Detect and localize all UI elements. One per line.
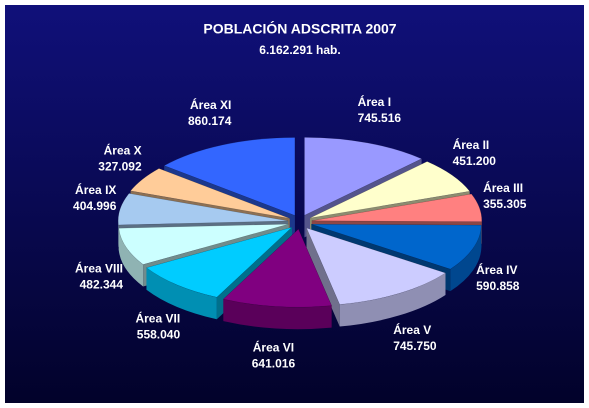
slice-label: Área II — [453, 137, 490, 152]
slice-value: 451.200 — [453, 154, 497, 168]
slice — [145, 227, 293, 298]
slice — [311, 193, 483, 222]
slice-side — [339, 272, 446, 327]
slice-label: Área III — [483, 180, 523, 195]
slice-value: 745.516 — [358, 111, 402, 125]
slice-label: Área X — [104, 142, 142, 157]
slice-side — [118, 228, 144, 287]
slice-wall — [306, 228, 340, 327]
slice-value: 860.174 — [188, 114, 232, 128]
slice-value: 404.996 — [73, 199, 117, 213]
slice-value: 590.858 — [476, 279, 520, 293]
slice — [306, 227, 447, 305]
slice — [163, 137, 296, 216]
slice-label: Área IX — [75, 182, 116, 197]
slice-label: Área VIII — [75, 260, 123, 275]
slice — [311, 223, 482, 270]
slice — [130, 168, 290, 219]
pie-tops — [117, 137, 483, 308]
slice-side — [223, 299, 332, 330]
slice-value: 482.344 — [80, 277, 124, 291]
slice-value: 745.750 — [393, 339, 437, 353]
slice-label: Área IV — [476, 262, 517, 277]
slice-label: Área VI — [253, 339, 294, 354]
slice — [309, 161, 471, 219]
slice — [222, 228, 332, 308]
chart-subtitle: 6.162.291 hab. — [259, 43, 340, 57]
slice-label: Área V — [393, 322, 431, 337]
slice-value: 327.092 — [98, 159, 142, 173]
slice-label: Área XI — [190, 97, 231, 112]
slice-label: Área I — [358, 94, 391, 109]
slice — [118, 223, 289, 265]
slice-side — [146, 267, 217, 320]
slice-value: 558.040 — [137, 328, 181, 342]
slice — [117, 193, 289, 226]
labels: Área I 745.516 Área II 451.200 Área III 355.3… — [73, 94, 527, 370]
slice-side — [450, 225, 482, 292]
slice-label: Área VII — [135, 311, 180, 326]
slice-value: 641.016 — [252, 356, 296, 370]
slice — [304, 137, 423, 216]
chart-title: POBLACIÓN ADSCRITA 2007 — [203, 20, 396, 37]
slice-value: 355.305 — [483, 197, 527, 211]
